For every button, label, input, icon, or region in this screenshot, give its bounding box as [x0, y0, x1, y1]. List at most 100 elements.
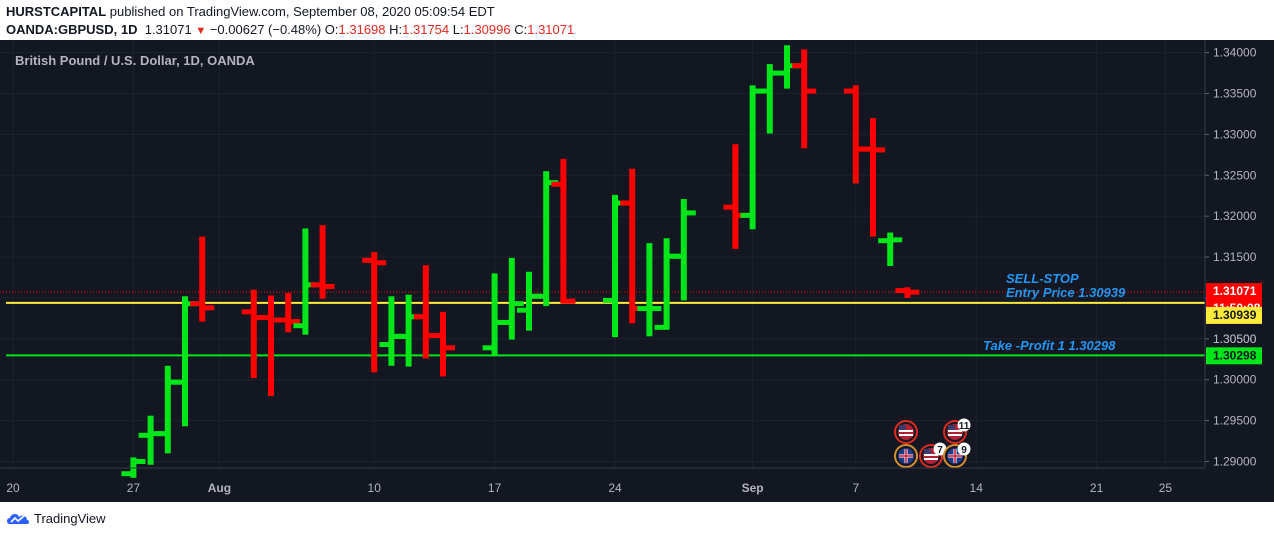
ohlc-open-tick [499, 319, 510, 325]
ohlc-bar [887, 232, 894, 267]
tradingview-logo[interactable]: TradingView [6, 511, 106, 526]
event-badges[interactable]: 11 7 9 [894, 418, 971, 468]
time-axis[interactable]: 20 27 Aug 10 17 24 Sep 7 14 21 25 [0, 467, 1205, 495]
ohlc-bar [405, 294, 412, 367]
ohlc-bar [388, 296, 395, 366]
event-count-badge-bg[interactable] [933, 442, 947, 456]
price-tick-label: 1.29000 [1213, 454, 1257, 468]
ohlc-bar [646, 243, 653, 337]
ohlc-bar [801, 49, 808, 149]
price-axis[interactable]: 1.290001.295001.300001.305001.310001.315… [1204, 40, 1274, 502]
symbol-label: OANDA:GBPUSD, 1D [6, 22, 138, 37]
level-lines [0, 291, 1205, 357]
us-flag-icon-stripe [899, 430, 913, 432]
ohlc-open-tick [259, 315, 269, 321]
ohlc-close-tick [685, 210, 696, 216]
hidden-price-label: 1.30500 [1213, 332, 1257, 346]
ohlc-close-tick [376, 260, 387, 266]
time-tick-label: 14 [970, 481, 984, 495]
publisher-name[interactable]: HURSTCAPITAL [6, 4, 107, 19]
ohlc-bar [268, 295, 274, 397]
ohlc-bar [199, 236, 206, 322]
ohlc-bar [491, 273, 498, 356]
price-tick-label: 1.30500 [1213, 332, 1257, 346]
ohlc-open-tick [775, 70, 785, 76]
last-price-label: 1.31071 [1213, 284, 1257, 298]
ohlc-bar [250, 289, 257, 379]
price-tick-label: 1.32000 [1213, 209, 1257, 223]
chart-title: British Pound / U.S. Dollar, 1D, OANDA [15, 53, 255, 68]
open-label: O: [324, 22, 339, 37]
ohlc-close-tick [909, 289, 920, 295]
low-label: L: [452, 22, 464, 37]
chart-area[interactable]: SELL-STOP Entry Price 1.30939 Take -Profit… [0, 40, 1274, 502]
ohlc-close-tick [513, 301, 524, 307]
ohlc-open-tick [396, 333, 407, 339]
ohlc-open-tick [551, 181, 562, 187]
ohlc-open-tick [603, 297, 613, 303]
ohlc-open-tick [843, 88, 854, 94]
time-tick-label: 20 [6, 481, 20, 495]
ohlc-bars [121, 45, 920, 478]
last-value: 1.31071 [144, 22, 192, 37]
ohlc-bar [766, 64, 773, 134]
ohlc-open-tick [362, 257, 373, 263]
ohlc-bar [629, 168, 636, 324]
price-tick-label: 1.33500 [1213, 87, 1257, 101]
ohlc-open-tick [413, 314, 424, 320]
ohlc-open-tick [534, 293, 545, 299]
ohlc-open-tick [293, 323, 304, 329]
event-count-badge-bg[interactable] [957, 442, 971, 456]
ohlc-close-tick [204, 305, 215, 311]
ohlc-bar [285, 293, 292, 333]
close-label: C: [514, 22, 528, 37]
ohlc-bar [612, 194, 618, 338]
time-tick-label: 27 [127, 481, 141, 495]
price-tick-label: 1.31500 [1213, 250, 1257, 264]
ohlc-open-tick [190, 301, 201, 307]
ohlc-bar [732, 144, 739, 249]
ohlc-open-tick [723, 204, 734, 210]
ohlc-open-tick [740, 212, 751, 218]
ohlc-close-tick [290, 319, 301, 325]
event-count-badge: 7 [937, 445, 943, 456]
us-flag-icon-canton [924, 449, 931, 454]
ohlc-open-tick [431, 333, 441, 339]
ohlc-open-tick [276, 317, 287, 323]
us-flag-icon-stripe [924, 458, 938, 460]
ohlc-close-tick [892, 237, 903, 243]
ohlc-bar [560, 158, 567, 304]
price-tick-label: 1.30000 [1213, 373, 1257, 387]
take-profit-annotation: Take -Profit 1 1.30298 [983, 338, 1116, 353]
ohlc-bar [422, 265, 429, 359]
time-tick-label: 17 [488, 481, 502, 495]
us-flag-icon-stripe [924, 454, 938, 456]
ohlc-open-tick [310, 282, 321, 288]
ohlc-bar [440, 311, 446, 377]
entry-price-axis-label: 1.30939 [1213, 308, 1257, 322]
ohlc-bar [164, 365, 171, 454]
publish-line: HURSTCAPITAL published on TradingView.co… [6, 4, 495, 19]
ohlc-open-tick [671, 253, 682, 259]
ohlc-bar [371, 252, 378, 373]
ohlc-open-tick [379, 342, 390, 348]
ohlc-open-tick [878, 238, 889, 244]
ohlc-bar [784, 45, 790, 89]
event-count-badge-bg[interactable] [957, 418, 971, 432]
ohlc-close-tick [565, 298, 576, 304]
ohlc-close-tick [875, 147, 885, 153]
us-flag-icon-canton [899, 425, 906, 430]
ohlc-open-tick [121, 471, 132, 477]
publish-header: HURSTCAPITAL published on TradingView.co… [0, 0, 1274, 40]
ohlc-open-tick [138, 432, 149, 438]
change-value: −0.00627 (−0.48%) [209, 22, 322, 37]
high-label: H: [389, 22, 403, 37]
ohlc-open-tick [241, 309, 252, 315]
ohlc-open-tick [792, 63, 803, 69]
open-value: 1.31698 [338, 22, 386, 37]
grid [0, 40, 1205, 468]
ohlc-open-tick [861, 146, 871, 152]
ohlc-bar [302, 228, 309, 335]
